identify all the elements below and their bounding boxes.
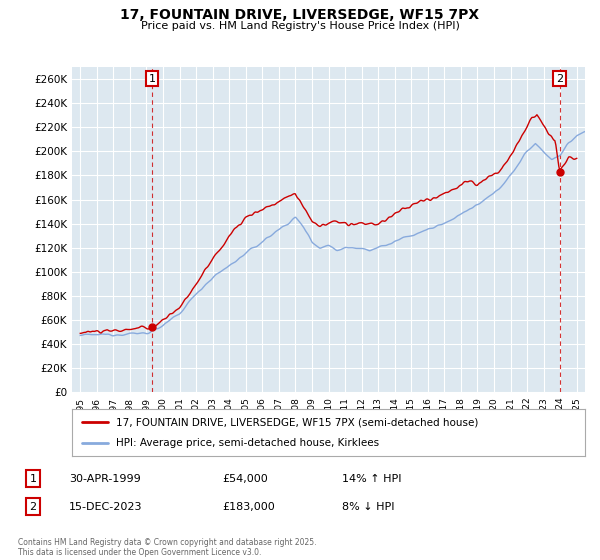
Text: 1: 1 bbox=[148, 73, 155, 83]
Text: 17, FOUNTAIN DRIVE, LIVERSEDGE, WF15 7PX (semi-detached house): 17, FOUNTAIN DRIVE, LIVERSEDGE, WF15 7PX… bbox=[116, 417, 478, 427]
Text: 15-DEC-2023: 15-DEC-2023 bbox=[69, 502, 143, 512]
Text: 8% ↓ HPI: 8% ↓ HPI bbox=[342, 502, 395, 512]
Text: 17, FOUNTAIN DRIVE, LIVERSEDGE, WF15 7PX: 17, FOUNTAIN DRIVE, LIVERSEDGE, WF15 7PX bbox=[121, 8, 479, 22]
Text: £54,000: £54,000 bbox=[222, 474, 268, 484]
Text: 30-APR-1999: 30-APR-1999 bbox=[69, 474, 141, 484]
Text: 2: 2 bbox=[29, 502, 37, 512]
Text: HPI: Average price, semi-detached house, Kirklees: HPI: Average price, semi-detached house,… bbox=[116, 438, 379, 448]
Text: 14% ↑ HPI: 14% ↑ HPI bbox=[342, 474, 401, 484]
Text: Contains HM Land Registry data © Crown copyright and database right 2025.
This d: Contains HM Land Registry data © Crown c… bbox=[18, 538, 317, 557]
Text: 2: 2 bbox=[556, 73, 563, 83]
Text: 1: 1 bbox=[29, 474, 37, 484]
Text: Price paid vs. HM Land Registry's House Price Index (HPI): Price paid vs. HM Land Registry's House … bbox=[140, 21, 460, 31]
Text: £183,000: £183,000 bbox=[222, 502, 275, 512]
